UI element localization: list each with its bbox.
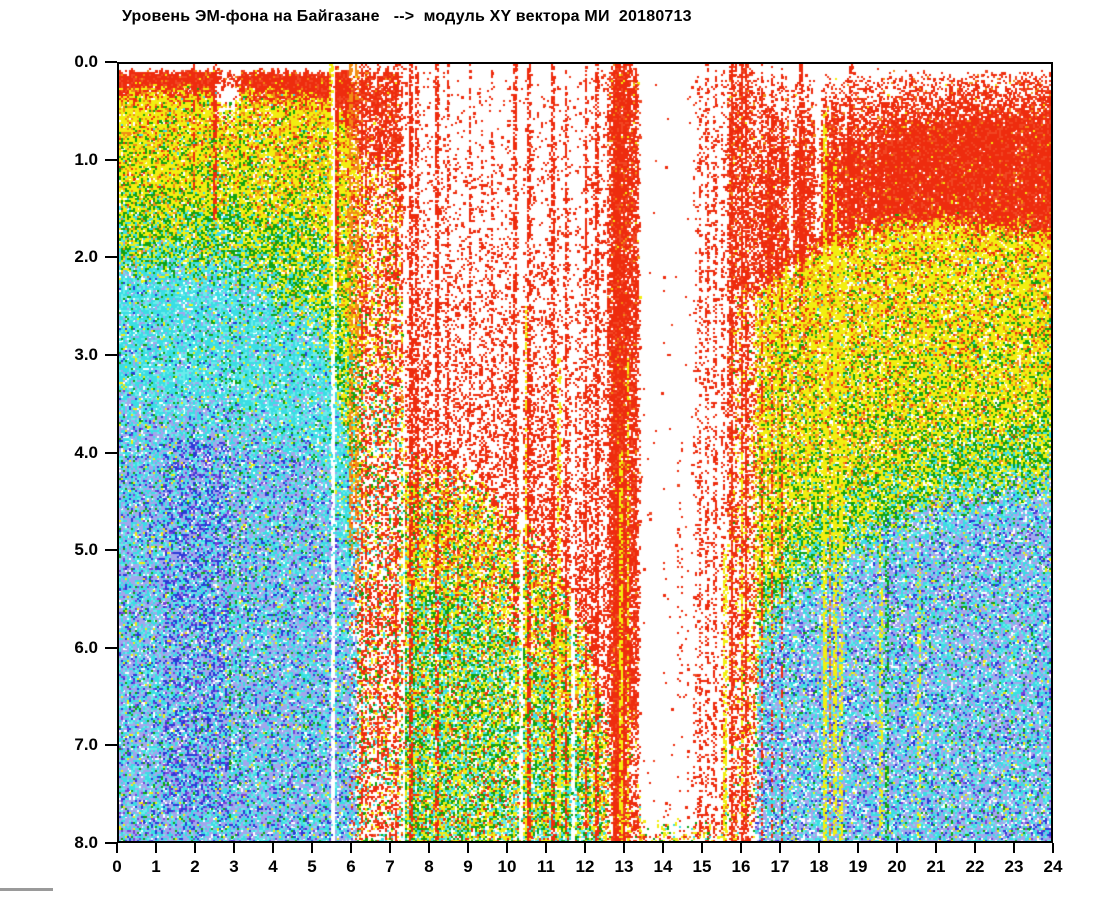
x-tick-label: 16 [731, 857, 751, 876]
x-tick [857, 843, 859, 853]
x-tick [350, 843, 352, 853]
x-tick-label: 15 [692, 857, 712, 876]
x-tick [272, 843, 274, 853]
plot-area [117, 62, 1053, 843]
y-tick-label: 0.0 [74, 52, 98, 71]
x-tick [818, 843, 820, 853]
x-tick [896, 843, 898, 853]
y-tick-label: 8.0 [74, 833, 98, 852]
x-tick-label: 20 [887, 857, 907, 876]
y-tick [105, 451, 117, 454]
y-tick [105, 842, 117, 844]
x-tick-label: 19 [848, 857, 868, 876]
x-tick-label: 12 [575, 857, 595, 876]
x-tick-label: 9 [463, 857, 473, 876]
x-tick [233, 843, 235, 853]
x-tick-label: 21 [926, 857, 946, 876]
x-tick-label: 13 [614, 857, 634, 876]
y-tick-label: 6.0 [74, 637, 98, 657]
x-tick [506, 843, 508, 853]
x-tick [389, 843, 391, 853]
x-tick [584, 843, 586, 853]
x-tick [662, 843, 664, 853]
x-tick [155, 843, 157, 853]
x-tick [623, 843, 625, 853]
x-tick-label: 1 [151, 857, 161, 876]
x-tick-label: 17 [770, 857, 790, 876]
y-tick [105, 61, 117, 63]
x-tick [701, 843, 703, 853]
y-tick [105, 256, 117, 259]
x-tick [935, 843, 937, 853]
x-tick-label: 8 [424, 857, 434, 876]
x-tick [740, 843, 742, 853]
heatmap-canvas [119, 64, 1051, 841]
x-tick-label: 4 [268, 857, 278, 876]
screen-artifact-bar [0, 888, 53, 891]
x-tick-label: 7 [385, 857, 395, 876]
x-tick [311, 843, 313, 853]
x-tick-label: 18 [809, 857, 829, 876]
y-tick-label: 4.0 [74, 442, 98, 462]
x-tick [428, 843, 430, 853]
x-tick [1013, 843, 1015, 853]
x-tick-label: 3 [229, 857, 239, 876]
y-tick-label: 5.0 [74, 540, 98, 560]
y-tick-label: 3.0 [74, 344, 98, 364]
x-tick [1052, 843, 1054, 853]
y-tick-label: 1.0 [74, 149, 98, 169]
y-tick [105, 549, 117, 552]
x-tick [974, 843, 976, 853]
x-tick-label: 11 [537, 857, 555, 876]
y-tick [105, 744, 117, 747]
x-tick-label: 14 [653, 857, 673, 876]
y-tick [105, 353, 117, 356]
x-tick [194, 843, 196, 853]
x-tick [545, 843, 547, 853]
x-tick-label: 10 [497, 857, 517, 876]
y-tick-label: 7.0 [74, 735, 98, 755]
x-tick-label: 5 [307, 857, 317, 876]
y-tick-label: 2.0 [74, 247, 98, 267]
x-tick-label: 2 [190, 857, 200, 876]
x-tick-label: 23 [1004, 857, 1024, 876]
x-tick-label: 24 [1043, 857, 1063, 876]
x-tick-label: 0 [112, 857, 122, 876]
x-tick [467, 843, 469, 853]
y-tick [105, 158, 117, 161]
y-tick [105, 646, 117, 649]
chart-title: Уровень ЭМ-фона на Байгазане --> модуль … [122, 8, 692, 25]
x-tick-label: 6 [346, 857, 356, 876]
x-tick [779, 843, 781, 853]
x-tick-label: 22 [965, 857, 985, 876]
x-tick [116, 843, 118, 853]
